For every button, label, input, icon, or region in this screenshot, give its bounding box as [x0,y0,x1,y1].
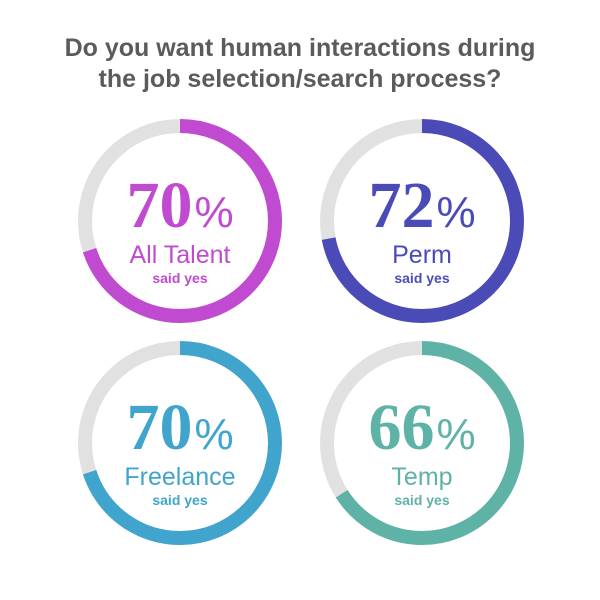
donut-value-number-all-talent: 70 [126,169,192,242]
donut-value-percent-temp: % [436,410,475,459]
donut-arc-freelance [78,341,282,545]
donut-label-all-talent: All Talent [130,241,231,269]
donut-arc-perm [320,119,524,323]
donut-label-temp: Temp [391,463,452,491]
donut-caption-perm: said yes [394,270,449,286]
donut-value-percent-perm: % [436,188,475,237]
donut-caption-all-talent: said yes [152,270,207,286]
chart-title-line-2: the job selection/search process? [98,65,502,93]
donut-value-percent-freelance: % [194,410,233,459]
donut-value-freelance: 70% [126,391,233,464]
donut-label-freelance: Freelance [124,463,235,491]
donut-arc-temp [320,341,524,545]
donut-value-number-perm: 72 [368,169,434,242]
chart-title-line-1: Do you want human interactions during [64,34,536,62]
donut-caption-temp: said yes [394,492,449,508]
donut-value-number-freelance: 70 [126,391,192,464]
donut-label-perm: Perm [392,241,452,269]
donut-value-perm: 72% [368,169,475,242]
donut-arc-all-talent [78,119,282,323]
chart-title: Do you want human interactions during th… [0,33,600,95]
donut-caption-freelance: said yes [152,492,207,508]
donut-value-number-temp: 66 [368,391,434,464]
donut-value-percent-all-talent: % [194,188,233,237]
donut-value-temp: 66% [368,391,475,464]
donut-value-all-talent: 70% [126,169,233,242]
